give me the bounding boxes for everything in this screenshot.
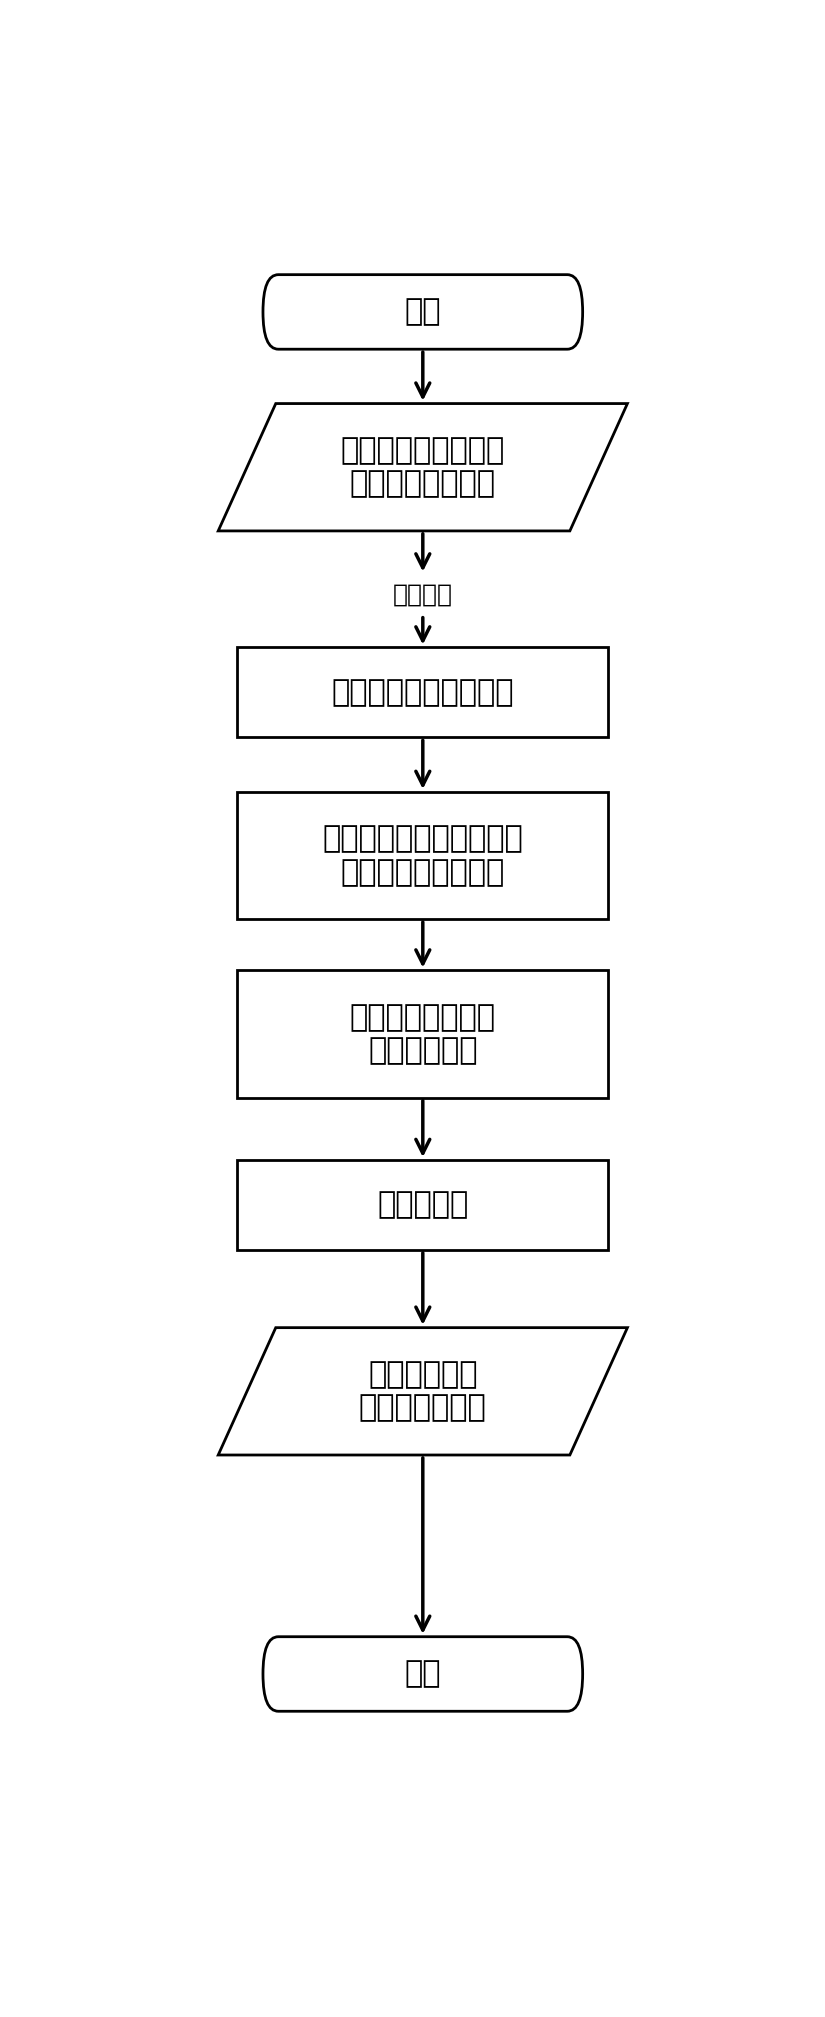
Bar	[238, 647, 608, 738]
Text: 获得前景背景先验信息: 获得前景背景先验信息	[332, 678, 514, 706]
FancyBboxPatch shape	[263, 1636, 582, 1710]
Text: 开始: 开始	[404, 296, 441, 327]
Text: 估计出前景高斯混合模型
和背景高斯混合模型: 估计出前景高斯混合模型 和背景高斯混合模型	[323, 825, 523, 887]
Bar	[238, 793, 608, 920]
Polygon shape	[218, 403, 628, 530]
Text: 输入立体图像对、视
差图像、纹理图像: 输入立体图像对、视 差图像、纹理图像	[341, 436, 505, 498]
Text: 计算每个像素点的
前景背景概率: 计算每个像素点的 前景背景概率	[350, 1002, 496, 1065]
Polygon shape	[218, 1327, 628, 1454]
Text: 用户交互: 用户交互	[393, 583, 453, 607]
Text: 输出左右视图
前景背景概率图: 输出左右视图 前景背景概率图	[359, 1359, 487, 1422]
FancyBboxPatch shape	[263, 274, 582, 349]
Bar	[238, 970, 608, 1097]
Bar	[238, 1160, 608, 1251]
Text: 数据归一化: 数据归一化	[377, 1190, 469, 1220]
Text: 结束: 结束	[404, 1660, 441, 1688]
